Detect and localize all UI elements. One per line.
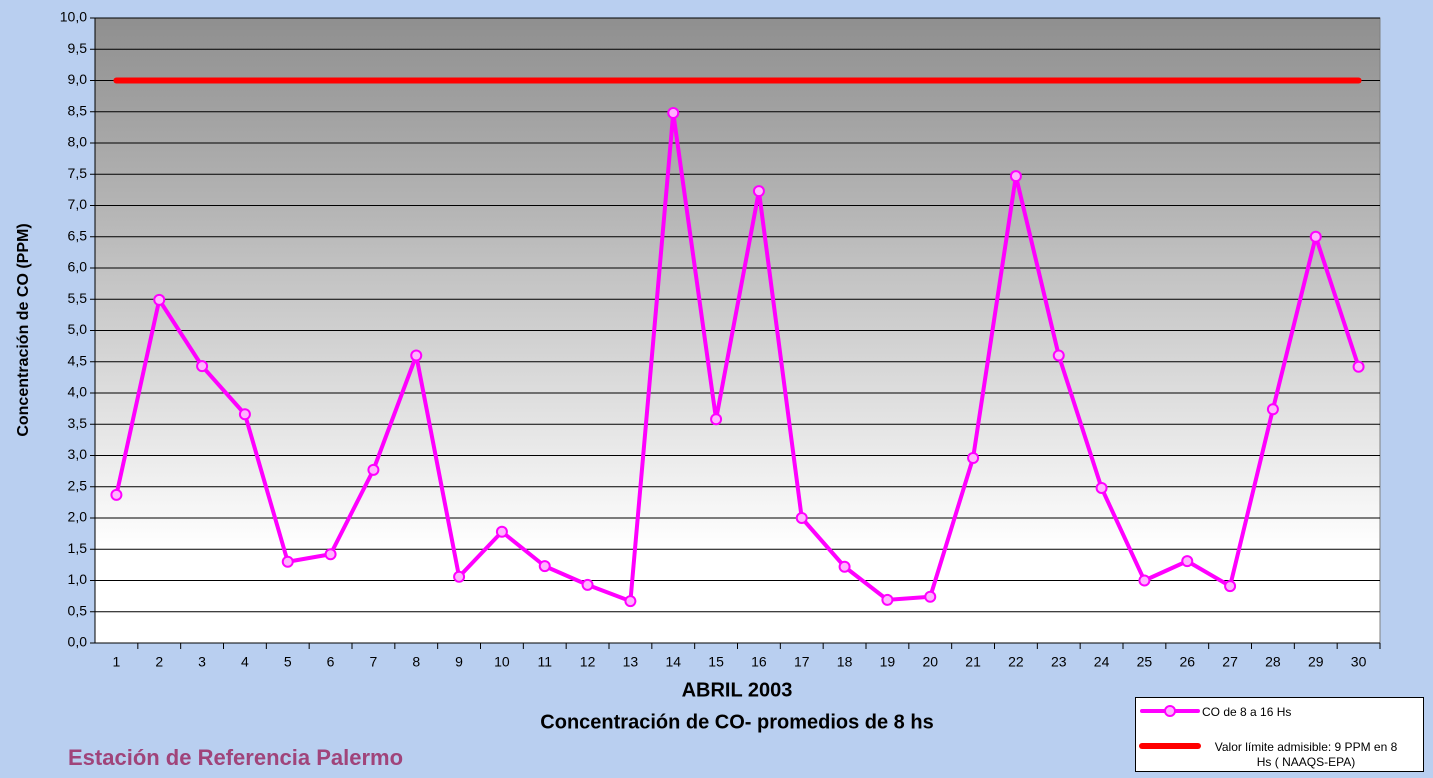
series-marker [925, 592, 935, 602]
y-tick-label: 1,0 [68, 571, 88, 587]
series-marker [754, 186, 764, 196]
y-tick-label: 2,5 [68, 477, 88, 493]
legend-label: Valor límite admisible: 9 PPM en 8 Hs ( … [1206, 740, 1406, 770]
legend: CO de 8 a 16 Hs Valor límite admisible: 9… [1135, 697, 1424, 772]
series-marker [1139, 576, 1149, 586]
x-tick-label: 25 [1137, 654, 1153, 670]
x-tick-label: 11 [537, 654, 552, 670]
y-tick-label: 8,5 [68, 102, 88, 118]
x-tick-label: 29 [1308, 654, 1324, 670]
x-tick-label: 19 [880, 654, 896, 670]
legend-entry: Valor límite admisible: 9 PPM en 8 Hs ( … [1136, 738, 1423, 770]
x-tick-label: 16 [751, 654, 767, 670]
series-marker [154, 295, 164, 305]
y-tick-label: 5,5 [68, 290, 88, 306]
series-marker [968, 453, 978, 463]
y-tick-label: 4,0 [68, 384, 88, 400]
x-tick-label: 10 [494, 654, 510, 670]
x-tick-label: 6 [327, 654, 335, 670]
x-tick-label: 17 [794, 654, 810, 670]
x-tick-label: 23 [1051, 654, 1067, 670]
series-marker [583, 580, 593, 590]
y-tick-label: 6,0 [68, 259, 88, 275]
x-tick-label: 5 [284, 654, 292, 670]
y-tick-label: 3,0 [68, 446, 88, 462]
series-marker [540, 561, 550, 571]
x-tick-label: 27 [1222, 654, 1238, 670]
series-marker [497, 527, 507, 537]
series-marker [1354, 362, 1364, 372]
x-tick-label: 26 [1179, 654, 1195, 670]
y-tick-label: 0,0 [68, 634, 88, 650]
series-marker [1311, 232, 1321, 242]
series-marker [283, 557, 293, 567]
subtitle: Concentración de CO- promedios de 8 hs [540, 711, 933, 733]
y-tick-label: 1,5 [68, 540, 88, 556]
legend-label: CO de 8 a 16 Hs [1202, 705, 1412, 720]
x-tick-label: 2 [155, 654, 163, 670]
series-marker [1225, 581, 1235, 591]
y-tick-label: 9,0 [68, 71, 88, 87]
x-tick-label: 1 [113, 654, 121, 670]
x-tick-label: 22 [1008, 654, 1024, 670]
x-tick-label: 3 [198, 654, 206, 670]
y-tick-label: 9,5 [68, 40, 88, 56]
x-tick-label: 21 [965, 654, 981, 670]
series-marker [368, 465, 378, 475]
series-marker [1054, 351, 1064, 361]
y-tick-label: 7,0 [68, 196, 88, 212]
x-tick-label: 7 [370, 654, 378, 670]
x-tick-label: 20 [922, 654, 938, 670]
series-marker [668, 108, 678, 118]
y-tick-label: 6,5 [68, 227, 88, 243]
page: {"chart_data": { "type": "line", "subtit… [0, 0, 1433, 778]
series-marker [197, 361, 207, 371]
series-marker [625, 596, 635, 606]
series-marker [240, 409, 250, 419]
y-tick-label: 2,0 [68, 509, 88, 525]
series-marker [411, 351, 421, 361]
x-tick-label: 8 [412, 654, 420, 670]
x-axis-label: ABRIL 2003 [682, 679, 793, 701]
series-marker [1011, 171, 1021, 181]
legend-entry: CO de 8 a 16 Hs [1136, 703, 1423, 735]
x-tick-label: 24 [1094, 654, 1110, 670]
legend-swatch [1136, 701, 1206, 721]
series-marker [1268, 404, 1278, 414]
y-axis-label: Concentración de CO (PPM) [15, 223, 32, 436]
x-tick-label: 28 [1265, 654, 1281, 670]
series-marker [1097, 483, 1107, 493]
series-marker [111, 490, 121, 500]
y-tick-label: 3,5 [68, 415, 88, 431]
series-marker [840, 562, 850, 572]
y-tick-label: 5,0 [68, 321, 88, 337]
x-tick-label: 12 [580, 654, 596, 670]
x-tick-label: 13 [623, 654, 639, 670]
caption: Estación de Referencia Palermo [68, 745, 403, 770]
y-tick-label: 8,0 [68, 134, 88, 150]
legend-swatch [1136, 736, 1206, 756]
series-marker [882, 595, 892, 605]
y-tick-label: 4,5 [68, 352, 88, 368]
x-tick-label: 4 [241, 654, 249, 670]
series-marker [711, 414, 721, 424]
x-tick-label: 30 [1351, 654, 1367, 670]
series-marker [326, 549, 336, 559]
x-tick-label: 18 [837, 654, 853, 670]
y-tick-label: 10,0 [60, 9, 87, 25]
series-marker [454, 572, 464, 582]
y-tick-label: 7,5 [68, 165, 88, 181]
y-tick-label: 0,5 [68, 602, 88, 618]
series-marker [1182, 556, 1192, 566]
x-tick-label: 15 [708, 654, 724, 670]
series-marker [797, 513, 807, 523]
chart: Concentración de CO (PPM) ABRIL 2003 Con… [0, 0, 1433, 778]
x-tick-label: 14 [665, 654, 681, 670]
legend-marker [1165, 706, 1175, 716]
x-tick-label: 9 [455, 654, 463, 670]
